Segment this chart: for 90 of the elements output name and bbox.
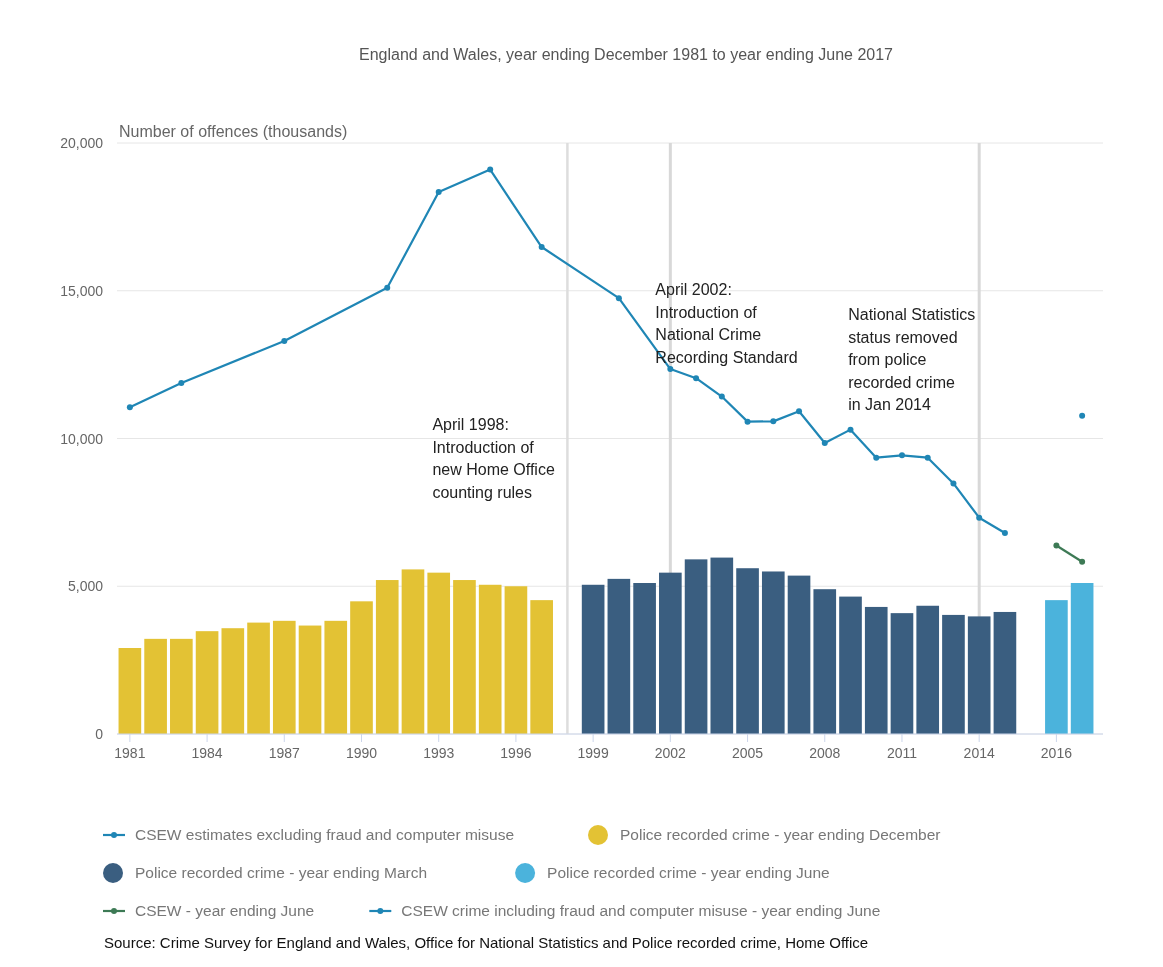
- y-tick-label: 0: [95, 726, 104, 742]
- point: [821, 439, 828, 446]
- point: [1001, 530, 1008, 537]
- legend-label: CSEW estimates excluding fraud and computer misuse: [135, 826, 515, 843]
- point: [178, 379, 185, 386]
- bar: [298, 625, 322, 734]
- x-tick-label: 2008: [809, 745, 841, 761]
- legend-label: CSEW crime including fraud and computer misuse - year ending June: [401, 902, 881, 919]
- x-tick-label: 2005: [731, 745, 764, 761]
- x-tick-label: 1993: [423, 745, 455, 761]
- point: [976, 514, 983, 521]
- point: [487, 166, 494, 173]
- bar: [350, 601, 373, 734]
- point: [126, 404, 133, 411]
- bar: [427, 572, 451, 734]
- x-tick-label: 1996: [500, 745, 532, 761]
- bar: [581, 584, 605, 734]
- bar: [1070, 583, 1094, 734]
- point: [615, 295, 622, 302]
- x-tick-label: 1984: [191, 745, 223, 761]
- annotation: April 1998: Introduction of new Home Office counting rules: [432, 416, 555, 501]
- point: [847, 426, 854, 433]
- x-tick-label: 2016: [1040, 745, 1073, 761]
- bar: [659, 572, 682, 734]
- bar: [170, 638, 193, 734]
- bar: [195, 631, 219, 734]
- bar: [684, 559, 708, 734]
- bar: [787, 575, 811, 734]
- legend-label: Police recorded crime - year ending December: [620, 826, 941, 843]
- bar: [813, 589, 837, 734]
- point: [718, 393, 725, 400]
- point: [924, 454, 931, 461]
- y-tick-label: 15,000: [60, 282, 104, 299]
- x-tick-label: 1987: [268, 745, 301, 761]
- bar: [864, 606, 888, 734]
- bar: [761, 571, 785, 734]
- bar: [633, 583, 656, 734]
- bar: [401, 569, 425, 734]
- bar: [504, 586, 528, 734]
- point: [281, 337, 288, 344]
- bar: [272, 620, 296, 734]
- point: [1079, 558, 1086, 565]
- y-tick-label: 10,000: [60, 430, 104, 447]
- x-tick-label: 2014: [963, 745, 995, 761]
- point: [1053, 542, 1060, 549]
- legend-label: Police recorded crime - year ending June: [547, 864, 830, 881]
- point: [384, 284, 391, 291]
- point: [796, 408, 803, 415]
- ref-line-label: National Statistics status removed from police recorded crime in Jan 2014: [848, 306, 976, 413]
- point: [744, 418, 751, 425]
- bar: [478, 584, 502, 734]
- bar: [375, 580, 399, 734]
- point: [693, 375, 700, 382]
- bar: [453, 580, 476, 734]
- y-tick-label: 20,000: [60, 135, 104, 151]
- point: [1079, 412, 1086, 419]
- bar: [324, 620, 348, 734]
- bar: [710, 557, 734, 734]
- bar: [607, 578, 631, 734]
- bar: [144, 638, 167, 734]
- point: [667, 366, 674, 373]
- bar: [839, 596, 862, 734]
- point: [873, 454, 880, 461]
- chart-title: England and Wales, year ending December 1981 to year ending June 2017: [359, 46, 894, 63]
- source-note: Source: Crime Survey for England and Wales, Office for National Statistics and Police recorded crime, Home Office: [104, 934, 869, 951]
- bar: [1045, 600, 1068, 734]
- x-tick-label: 1981: [114, 745, 146, 761]
- point: [435, 189, 442, 196]
- bar: [247, 622, 270, 734]
- bar: [736, 568, 759, 734]
- point: [898, 452, 905, 459]
- legend-label: CSEW - year ending June: [135, 902, 315, 919]
- bar: [530, 600, 553, 734]
- bar: [118, 648, 142, 734]
- y-tick-label: 5,000: [67, 578, 104, 595]
- bar: [890, 613, 914, 734]
- point: [770, 418, 777, 425]
- bar: [993, 611, 1017, 734]
- legend-label: Police recorded crime - year ending March: [135, 864, 428, 881]
- bar: [942, 614, 965, 734]
- point: [538, 244, 545, 251]
- x-tick-label: 1990: [345, 745, 378, 761]
- x-tick-label: 1999: [577, 745, 609, 761]
- point: [950, 480, 957, 487]
- x-tick-label: 2011: [886, 745, 918, 761]
- bar: [916, 605, 940, 734]
- bar: [967, 616, 991, 734]
- x-tick-label: 2002: [654, 745, 687, 761]
- bar: [221, 628, 245, 734]
- y-axis-title: Number of offences (thousands): [119, 123, 348, 140]
